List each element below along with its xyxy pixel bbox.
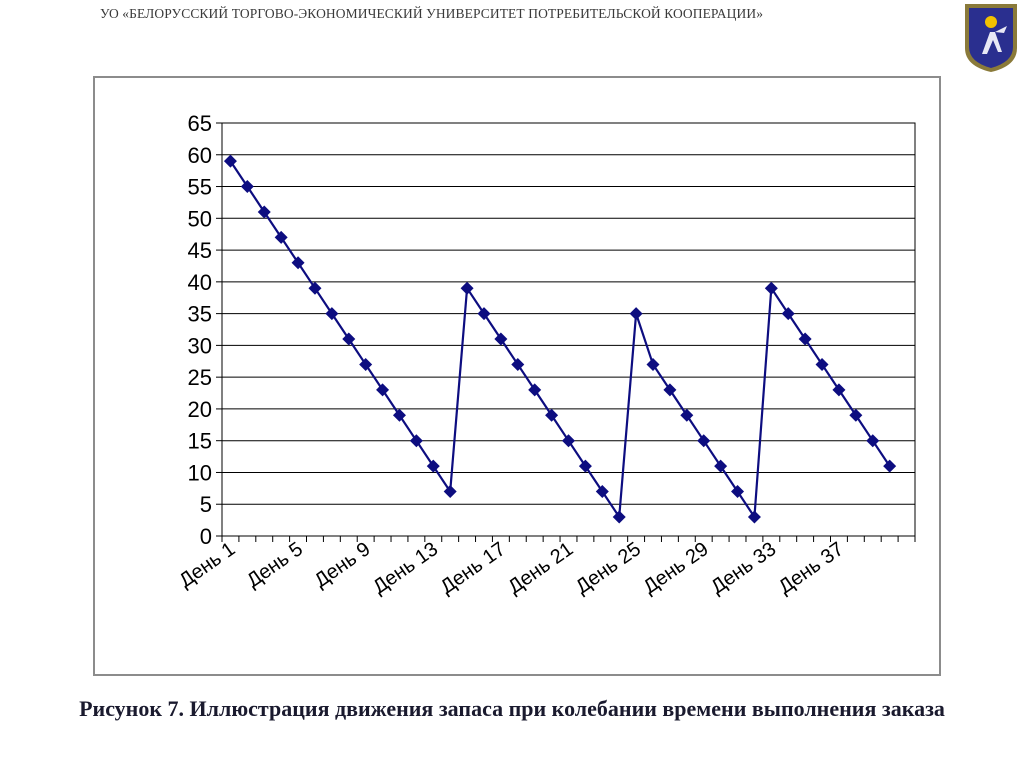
- data-point-day-12: [409, 434, 423, 448]
- y-tick-label-45: 45: [188, 238, 212, 263]
- y-tick-label-0: 0: [200, 524, 212, 549]
- data-point-day-39: [866, 434, 880, 448]
- data-point-day-8: [342, 332, 356, 346]
- crest-wing: [995, 26, 1007, 33]
- figure-caption: Рисунок 7. Иллюстрация движения запаса п…: [79, 696, 945, 721]
- data-point-day-14: [443, 485, 457, 499]
- data-point-day-13: [426, 459, 440, 473]
- plot-area-border: [221, 122, 916, 537]
- y-tick-label-65: 65: [188, 111, 212, 136]
- data-point-day-36: [815, 357, 829, 371]
- y-axis-ticks: 0 5 10 15 20 25 30 35 40 45 50 55 60 65: [188, 111, 212, 549]
- data-point-day-18: [511, 357, 525, 371]
- data-point-day-5: [291, 256, 305, 270]
- grid-layer: [216, 122, 916, 542]
- y-tick-label-10: 10: [188, 460, 212, 485]
- crest-figure: [982, 32, 1002, 54]
- data-point-day-2: [240, 180, 254, 194]
- y-tick-label-55: 55: [188, 175, 212, 200]
- data-point-day-22: [578, 459, 592, 473]
- series-layer: [223, 154, 897, 524]
- data-point-day-11: [392, 408, 406, 422]
- data-point-day-6: [308, 281, 322, 295]
- data-point-day-29: [697, 434, 711, 448]
- x-tick-label-5: День 5: [243, 538, 307, 592]
- x-tick-label-29: День 29: [639, 538, 712, 598]
- data-point-day-9: [359, 357, 373, 371]
- x-tick-label-21: День 21: [504, 538, 577, 598]
- data-point-day-32: [747, 510, 761, 524]
- data-point-day-7: [325, 307, 339, 321]
- x-tick-label-33: День 33: [707, 538, 780, 598]
- y-tick-label-60: 60: [188, 143, 212, 168]
- data-point-day-1: [223, 154, 237, 168]
- x-tick-label-9: День 9: [310, 538, 374, 592]
- x-tick-label-37: День 37: [775, 538, 848, 598]
- data-point-day-26: [646, 357, 660, 371]
- data-point-day-27: [663, 383, 677, 397]
- data-point-day-21: [562, 434, 575, 448]
- data-point-day-31: [731, 485, 745, 499]
- y-tick-label-20: 20: [188, 397, 212, 422]
- data-point-day-34: [781, 307, 795, 321]
- data-point-day-24: [612, 510, 626, 524]
- university-crest-icon: [965, 4, 1017, 72]
- data-point-day-15: [460, 281, 474, 295]
- data-point-day-28: [680, 408, 694, 422]
- data-point-day-10: [376, 383, 390, 397]
- x-tick-label-17: День 17: [437, 538, 510, 598]
- x-tick-label-13: День 13: [369, 538, 442, 598]
- data-point-day-33: [764, 281, 778, 295]
- organization-header: УО «БЕЛОРУССКИЙ ТОРГОВО-ЭКОНОМИЧЕСКИЙ УН…: [100, 6, 764, 21]
- crest-sun: [985, 16, 997, 28]
- data-point-day-30: [714, 459, 728, 473]
- y-tick-label-5: 5: [200, 492, 212, 517]
- y-tick-label-40: 40: [188, 270, 212, 295]
- y-tick-label-30: 30: [188, 333, 212, 358]
- data-point-day-20: [545, 408, 559, 422]
- y-tick-label-25: 25: [188, 365, 212, 390]
- data-point-day-37: [832, 383, 846, 397]
- data-point-day-17: [494, 332, 508, 346]
- data-point-day-3: [257, 205, 271, 219]
- data-point-day-19: [528, 383, 542, 397]
- y-tick-label-50: 50: [188, 206, 212, 231]
- data-point-day-40: [883, 459, 897, 473]
- series-line: [229, 160, 891, 521]
- data-point-day-25: [629, 307, 643, 321]
- y-tick-label-35: 35: [188, 302, 212, 327]
- data-point-day-38: [849, 408, 863, 422]
- x-tick-label-25: День 25: [572, 538, 645, 598]
- data-point-day-23: [595, 485, 609, 499]
- y-tick-label-15: 15: [188, 429, 212, 454]
- data-point-day-4: [274, 230, 288, 244]
- data-point-day-35: [798, 332, 812, 346]
- data-point-day-16: [477, 307, 491, 321]
